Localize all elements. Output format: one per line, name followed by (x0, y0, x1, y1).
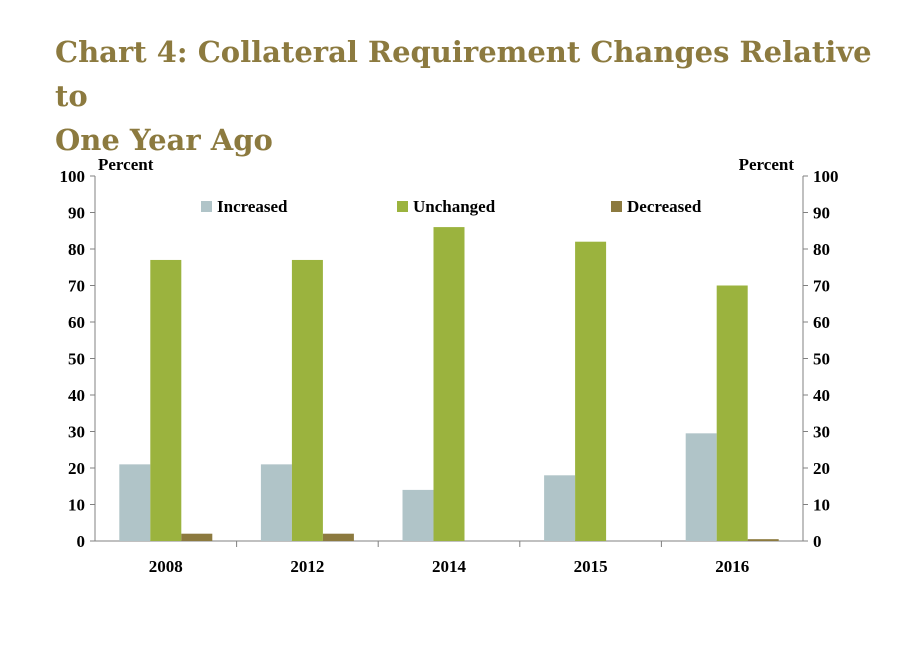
right-y-tick-label: 50 (813, 350, 830, 369)
bar-decreased-2012 (322, 533, 354, 541)
chart-title-line1: Chart 4: Collateral Requirement Changes … (55, 35, 872, 113)
right-y-tick-label: 40 (813, 386, 830, 405)
right-y-tick-label: 20 (813, 459, 830, 478)
right-y-tick-label: 0 (813, 532, 822, 551)
chart-title: Chart 4: Collateral Requirement Changes … (55, 30, 875, 162)
left-y-tick-label: 100 (60, 167, 86, 186)
bar-unchanged-2015 (575, 241, 607, 541)
bar-decreased-2016 (747, 539, 779, 541)
legend-label-unchanged: Unchanged (413, 197, 496, 216)
bar-increased-2015 (544, 475, 576, 541)
bar-unchanged-2016 (716, 285, 748, 541)
legend-swatch-decreased (611, 201, 622, 212)
chart-title-line2: One Year Ago (55, 123, 273, 157)
legend-swatch-increased (201, 201, 212, 212)
right-axis-unit-label: Percent (739, 155, 795, 174)
left-y-tick-label: 10 (68, 496, 85, 515)
legend-label-increased: Increased (217, 197, 288, 216)
bar-increased-2016 (685, 433, 717, 541)
bar-unchanged-2012 (291, 259, 323, 541)
bar-unchanged-2014 (433, 227, 465, 541)
left-y-tick-label: 20 (68, 459, 85, 478)
left-y-tick-label: 30 (68, 423, 85, 442)
right-y-tick-label: 30 (813, 423, 830, 442)
left-y-tick-label: 50 (68, 350, 85, 369)
x-tick-label: 2008 (149, 557, 183, 576)
x-tick-label: 2016 (715, 557, 749, 576)
right-y-tick-label: 100 (813, 167, 839, 186)
bar-increased-2014 (402, 489, 434, 541)
bar-unchanged-2008 (150, 259, 182, 541)
x-tick-label: 2012 (290, 557, 324, 576)
bar-increased-2008 (119, 464, 151, 541)
left-y-tick-label: 0 (77, 532, 86, 551)
left-y-tick-label: 90 (68, 204, 85, 223)
left-y-tick-label: 80 (68, 240, 85, 259)
left-axis-unit-label: Percent (98, 155, 154, 174)
right-y-tick-label: 90 (813, 204, 830, 223)
legend-swatch-unchanged (397, 201, 408, 212)
left-y-tick-label: 70 (68, 277, 85, 296)
right-y-tick-label: 80 (813, 240, 830, 259)
right-y-tick-label: 70 (813, 277, 830, 296)
bar-decreased-2008 (181, 533, 213, 541)
left-y-tick-label: 40 (68, 386, 85, 405)
x-tick-label: 2014 (432, 557, 467, 576)
right-y-tick-label: 60 (813, 313, 830, 332)
bar-increased-2012 (260, 464, 292, 541)
legend-label-decreased: Decreased (627, 197, 702, 216)
right-y-tick-label: 10 (813, 496, 830, 515)
plot-area: 0 0 10 10 20 20 30 30 40 40 50 50 60 60 70 70 80 80 90 90 10… (60, 167, 839, 576)
left-y-tick-label: 60 (68, 313, 85, 332)
x-tick-label: 2015 (574, 557, 608, 576)
